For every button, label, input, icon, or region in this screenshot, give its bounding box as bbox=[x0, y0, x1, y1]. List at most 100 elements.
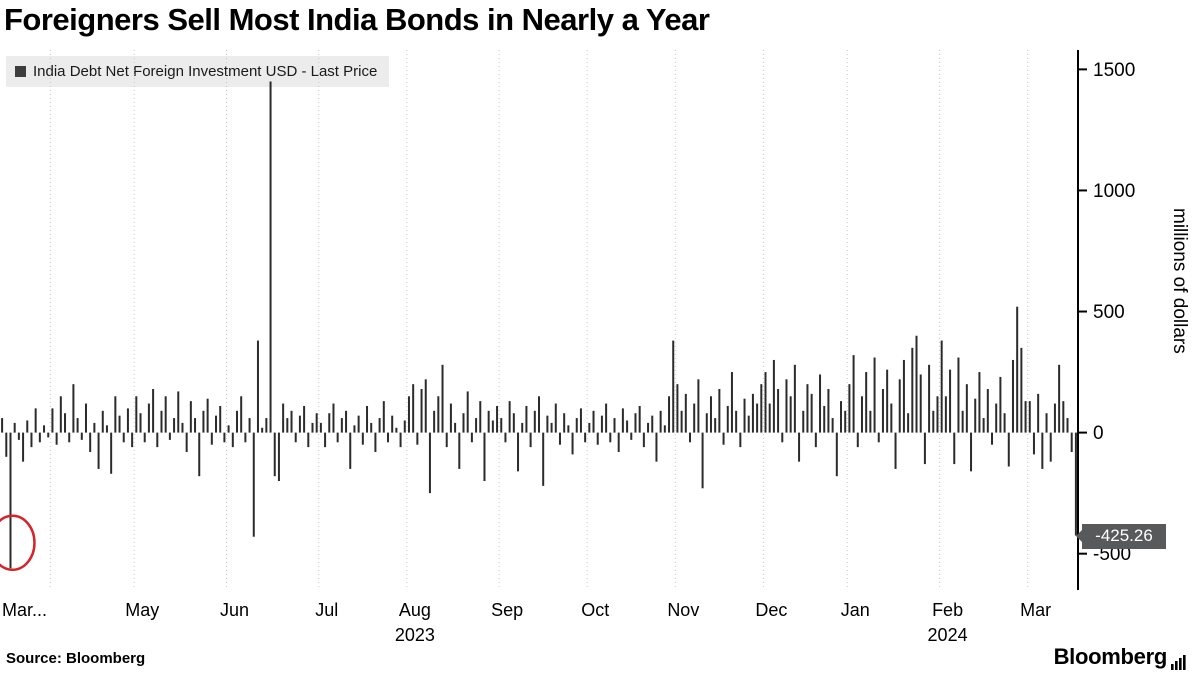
bar bbox=[1032, 432, 1035, 455]
bar bbox=[588, 422, 591, 433]
bar bbox=[630, 432, 633, 440]
bar bbox=[1024, 401, 1027, 433]
bar bbox=[298, 415, 301, 433]
bar bbox=[764, 372, 767, 433]
bar bbox=[290, 410, 293, 433]
bar bbox=[902, 359, 905, 433]
bar bbox=[80, 432, 83, 440]
bar bbox=[378, 418, 381, 433]
bar bbox=[500, 418, 503, 433]
bar bbox=[819, 374, 822, 433]
bar bbox=[1037, 393, 1040, 433]
bar bbox=[206, 398, 209, 433]
bar bbox=[898, 379, 901, 433]
y-axis-tick-label: 1500 bbox=[1093, 60, 1135, 81]
bar bbox=[1066, 418, 1069, 433]
bar bbox=[814, 432, 817, 448]
bar bbox=[655, 432, 658, 462]
bar bbox=[768, 403, 771, 433]
bar bbox=[1020, 347, 1023, 433]
bar bbox=[17, 432, 20, 440]
bar bbox=[747, 415, 750, 433]
bar bbox=[277, 432, 280, 482]
bar bbox=[131, 432, 134, 448]
bar bbox=[806, 384, 809, 433]
bar bbox=[340, 418, 343, 433]
bar bbox=[105, 425, 108, 433]
bar bbox=[261, 427, 264, 433]
bar bbox=[319, 422, 322, 433]
bar bbox=[558, 432, 561, 445]
y-axis-title: millions of dollars bbox=[1169, 208, 1190, 354]
bar bbox=[689, 432, 692, 443]
bar bbox=[550, 422, 553, 433]
bar bbox=[978, 372, 981, 433]
bar bbox=[449, 403, 452, 433]
bar bbox=[273, 432, 276, 477]
bloomberg-logo: Bloomberg bbox=[1054, 644, 1186, 670]
bar bbox=[382, 401, 385, 433]
bar bbox=[680, 410, 683, 433]
bar bbox=[101, 410, 104, 433]
bar bbox=[517, 432, 520, 472]
bar bbox=[647, 422, 650, 433]
bar bbox=[781, 432, 784, 443]
bar bbox=[89, 432, 92, 452]
bar bbox=[575, 418, 578, 433]
bar bbox=[227, 425, 230, 433]
bar bbox=[844, 410, 847, 433]
bar bbox=[475, 418, 478, 433]
bar bbox=[668, 396, 671, 433]
bar bbox=[126, 408, 129, 433]
bar bbox=[370, 422, 373, 433]
bar bbox=[684, 393, 687, 433]
bar bbox=[1074, 432, 1077, 536]
bar bbox=[1070, 432, 1073, 452]
bar bbox=[491, 420, 494, 433]
bar bbox=[584, 432, 587, 443]
bar bbox=[869, 410, 872, 433]
x-axis-label: Mar bbox=[1020, 600, 1051, 620]
bar bbox=[634, 413, 637, 433]
bar bbox=[72, 384, 75, 433]
bar bbox=[315, 413, 318, 433]
bar bbox=[93, 422, 96, 433]
bar bbox=[613, 418, 616, 433]
bar bbox=[932, 410, 935, 433]
bar bbox=[953, 432, 956, 465]
bar bbox=[663, 425, 666, 433]
bar bbox=[189, 401, 192, 433]
bar bbox=[248, 418, 251, 433]
bar bbox=[428, 432, 431, 494]
bar bbox=[51, 408, 54, 433]
bar bbox=[881, 389, 884, 433]
bar bbox=[827, 389, 830, 433]
bar bbox=[529, 432, 532, 448]
bar bbox=[483, 432, 486, 482]
bar bbox=[407, 396, 410, 433]
bar bbox=[59, 396, 62, 433]
bar bbox=[760, 384, 763, 433]
bar bbox=[152, 389, 155, 433]
bar bbox=[215, 415, 218, 433]
bar bbox=[693, 403, 696, 433]
x-axis-label: May bbox=[125, 600, 159, 620]
bar bbox=[940, 340, 943, 433]
bar bbox=[1028, 401, 1031, 433]
bar bbox=[412, 384, 415, 433]
bar bbox=[479, 401, 482, 433]
bar bbox=[999, 376, 1002, 433]
bar bbox=[919, 374, 922, 433]
x-axis-label: Jul bbox=[315, 600, 338, 620]
bar bbox=[772, 359, 775, 433]
bar bbox=[210, 432, 213, 445]
bar bbox=[907, 413, 910, 433]
bar bbox=[785, 379, 788, 433]
bar bbox=[324, 432, 327, 448]
bar bbox=[701, 432, 704, 489]
bar bbox=[991, 432, 994, 445]
bar bbox=[30, 432, 33, 448]
bar bbox=[1058, 364, 1061, 433]
